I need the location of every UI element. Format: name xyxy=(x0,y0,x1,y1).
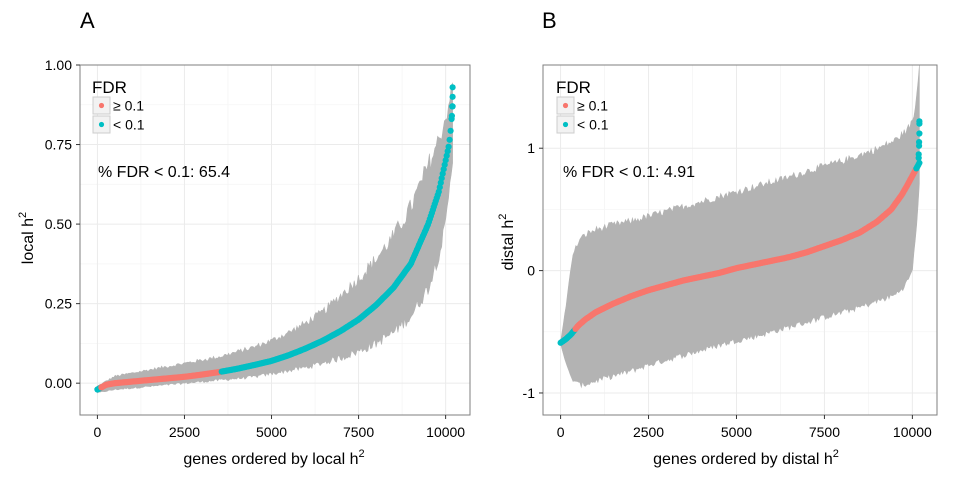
y-tick-label: 0.25 xyxy=(45,296,72,312)
legend-label-low: < 0.1 xyxy=(577,117,609,133)
gene-point-top xyxy=(915,154,922,162)
panel-a-y-ticks: 0.00 0.25 0.50 0.75 1.00 xyxy=(45,57,80,391)
panel-b-legend: FDR ≥ 0.1 < 0.1 xyxy=(556,78,609,134)
panel-a-legend: FDR ≥ 0.1 < 0.1 xyxy=(92,78,145,134)
error-band xyxy=(560,65,920,389)
x-tick-label: 2500 xyxy=(169,424,200,440)
panel-a-frame xyxy=(79,64,471,416)
gene-point-top xyxy=(916,120,923,127)
x-tick-label: 7500 xyxy=(809,424,840,440)
x-tick-label: 0 xyxy=(94,424,102,440)
legend-label-high: ≥ 0.1 xyxy=(577,98,608,114)
x-tick-label: 0 xyxy=(557,424,565,440)
panel-a-y-label: local h2 xyxy=(17,212,37,264)
panel-b-frame xyxy=(542,64,938,416)
panel-b-x-ticks: 0 2500 5000 7500 10000 xyxy=(557,415,932,440)
legend-title: FDR xyxy=(92,78,127,97)
y-tick-label: 0.00 xyxy=(45,375,72,391)
legend-key-high xyxy=(98,102,105,109)
legend-label-low: < 0.1 xyxy=(113,117,145,133)
y-tick-label: 0 xyxy=(527,263,535,279)
y-tick-label: -1 xyxy=(523,385,536,401)
legend-entry-low: < 0.1 xyxy=(92,115,145,134)
gene-point-top xyxy=(448,112,455,119)
gene-point xyxy=(916,159,923,166)
legend-title: FDR xyxy=(556,78,591,97)
legend-entry-high: ≥ 0.1 xyxy=(92,96,144,115)
panel-b-y-label: distal h2 xyxy=(497,214,517,271)
x-tick-label: 10000 xyxy=(893,424,932,440)
gene-point-top xyxy=(449,84,456,91)
panel-b-y-ticks: -1 0 1 xyxy=(523,140,543,401)
y-tick-label: 1 xyxy=(527,140,535,156)
panel-b-points xyxy=(557,118,923,346)
panel-label-a: A xyxy=(80,8,95,33)
legend-key-low xyxy=(562,121,569,128)
gene-point-top xyxy=(449,103,456,110)
panel-a-x-ticks: 0 2500 5000 7500 10000 xyxy=(94,415,465,440)
panel-b-annotation: % FDR < 0.1: 4.91 xyxy=(563,164,695,181)
y-tick-label: 1.00 xyxy=(45,57,72,73)
gene-point-top xyxy=(916,142,923,149)
panel-a-annotation: % FDR < 0.1: 65.4 xyxy=(98,164,230,181)
gene-point xyxy=(446,136,453,143)
legend-entry-low: < 0.1 xyxy=(556,115,609,134)
gene-point xyxy=(445,143,452,150)
panel-a-x-label: genes ordered by local h2 xyxy=(183,448,364,468)
legend-key-low xyxy=(98,121,105,128)
panel-a: A 0 2500 5000 7500 10000 0.00 0.25 0.50 0.75 1.0… xyxy=(17,8,471,468)
panel-b: B 0 2500 5000 7500 10000 -1 0 1 genes ordered … xyxy=(497,8,938,468)
panel-a-points xyxy=(94,84,456,393)
legend-label-high: ≥ 0.1 xyxy=(113,98,144,114)
x-tick-label: 7500 xyxy=(343,424,374,440)
x-tick-label: 5000 xyxy=(256,424,287,440)
x-tick-label: 5000 xyxy=(721,424,752,440)
gene-point-top xyxy=(916,130,923,137)
y-tick-label: 0.50 xyxy=(45,216,72,232)
legend-entry-high: ≥ 0.1 xyxy=(556,96,608,115)
x-tick-label: 10000 xyxy=(426,424,465,440)
x-tick-label: 2500 xyxy=(633,424,664,440)
gene-point xyxy=(447,127,454,134)
y-tick-label: 0.75 xyxy=(45,137,72,153)
gene-point-top xyxy=(449,93,456,100)
panel-b-x-label: genes ordered by distal h2 xyxy=(653,448,839,468)
panel-label-b: B xyxy=(542,8,557,33)
legend-key-high xyxy=(562,102,569,109)
panel-b-error-band xyxy=(560,65,920,389)
